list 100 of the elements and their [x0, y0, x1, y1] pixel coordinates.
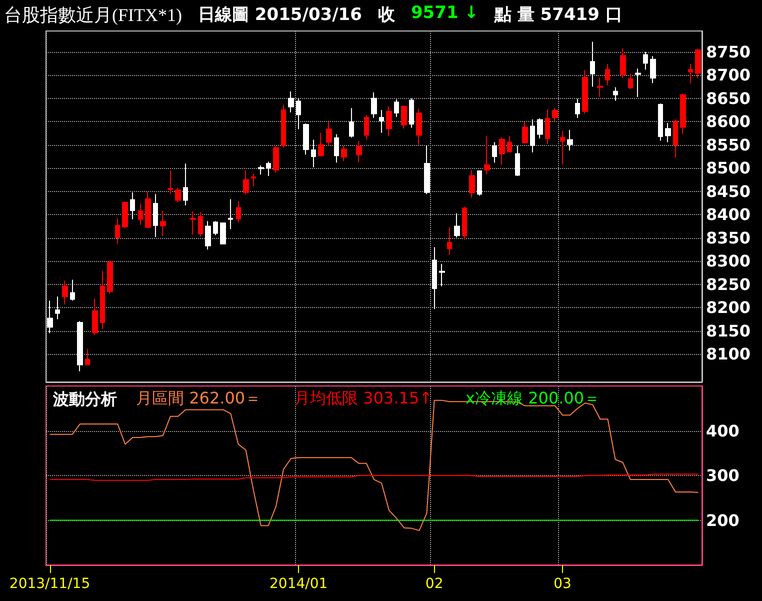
y-tick-label: 300	[706, 466, 740, 485]
y-tick-label: 8300	[706, 252, 751, 271]
candlestick	[281, 104, 286, 148]
candlestick	[537, 118, 543, 139]
candlestick	[334, 134, 339, 164]
candlestick	[175, 187, 181, 203]
candlestick	[273, 146, 279, 174]
candlestick	[341, 145, 347, 162]
candlestick	[695, 48, 701, 78]
candlestick	[552, 107, 558, 122]
candlestick	[220, 222, 226, 244]
candlestick	[597, 76, 603, 98]
candlestick	[582, 70, 588, 114]
candlestick	[183, 162, 188, 206]
y-tick-label: 8450	[706, 182, 751, 201]
y-tick-label: 8150	[706, 321, 751, 340]
chart-title: 台股指數近月(FITX*1)	[4, 4, 182, 27]
y-tick-label: 8200	[706, 298, 751, 318]
candlestick	[77, 320, 83, 372]
y-tick-label: 200	[706, 510, 740, 530]
line-series	[49, 474, 699, 481]
y-tick-label: 8650	[706, 88, 751, 108]
candlestick	[628, 73, 633, 90]
candlestick	[424, 145, 430, 195]
candlestick	[326, 122, 332, 146]
candlestick	[688, 64, 693, 84]
candlestick	[499, 136, 505, 166]
candlestick	[296, 98, 301, 130]
candlestick	[665, 122, 671, 143]
candlestick	[160, 210, 166, 237]
candlestick	[620, 48, 626, 78]
candlestick	[590, 41, 595, 88]
candlestick	[153, 194, 158, 238]
y-tick-label: 8400	[706, 205, 751, 224]
candlestick	[650, 56, 656, 84]
x-tick-label: 2013/11/15	[9, 576, 90, 592]
candlestick	[190, 210, 196, 236]
candlestick	[371, 92, 377, 118]
candlestick	[575, 98, 580, 118]
candlestick	[107, 260, 113, 294]
candlestick	[409, 98, 414, 128]
candlestick	[349, 108, 354, 138]
candlestick	[47, 300, 53, 334]
y-tick-label: 8700	[706, 66, 751, 85]
candlestick	[605, 64, 610, 86]
y-tick-label: 8550	[706, 135, 751, 154]
candlestick	[447, 226, 452, 256]
candlestick	[236, 200, 241, 224]
y-tick-label: 8500	[706, 158, 751, 178]
chart-subtitle: 日線圖 2015/03/16	[198, 4, 362, 27]
candlestick	[522, 122, 528, 144]
candlestick	[288, 90, 294, 113]
candlestick	[462, 206, 467, 240]
candlestick	[530, 118, 535, 153]
candlestick	[130, 192, 135, 220]
candlestick	[673, 118, 678, 158]
candlestick	[560, 130, 565, 165]
candlestick	[386, 106, 392, 137]
y-tick-label: 8250	[706, 274, 751, 294]
candlestick	[168, 170, 173, 195]
candlestick	[401, 104, 407, 130]
candlestick	[484, 136, 490, 175]
candlestick	[55, 296, 60, 320]
candlestick	[198, 212, 203, 237]
text: 9571 ↓	[410, 3, 478, 25]
candlestick	[266, 161, 271, 177]
candlestick	[416, 108, 422, 146]
candlestick	[658, 103, 663, 142]
candlestick	[228, 198, 233, 230]
candlestick	[432, 246, 437, 310]
candlestick	[567, 130, 573, 151]
y-tick-label: 400	[706, 421, 740, 440]
y-tick-label: 8750	[706, 42, 751, 62]
x-tick-label: 2014/01	[270, 576, 328, 592]
candlestick	[680, 93, 686, 134]
candlestick	[507, 136, 512, 152]
candlestick	[356, 140, 362, 164]
candlestick	[145, 191, 151, 229]
candlestick	[469, 170, 475, 198]
candlestick	[92, 298, 98, 336]
candlestick	[258, 164, 264, 176]
text: 月均低限 303.15↑	[294, 388, 433, 408]
candlestick	[454, 212, 460, 238]
chart-title: 波動分析	[52, 390, 117, 408]
candlestick	[205, 220, 211, 250]
candlestick	[138, 202, 143, 226]
y-tick-label: 8100	[706, 344, 751, 364]
candlestick	[613, 86, 618, 102]
candlestick	[213, 220, 218, 236]
candlestick	[122, 201, 128, 229]
candlestick	[477, 170, 482, 196]
candlestick	[70, 279, 75, 302]
candlestick	[439, 263, 445, 287]
y-tick-label: 8350	[706, 228, 751, 248]
x-tick-label: 02	[425, 576, 444, 592]
candlestick	[515, 145, 520, 177]
candlestick	[85, 348, 90, 366]
candlestick	[318, 132, 324, 158]
candlestick	[394, 98, 399, 118]
series-label: 月區間 262.00＝	[136, 388, 262, 408]
